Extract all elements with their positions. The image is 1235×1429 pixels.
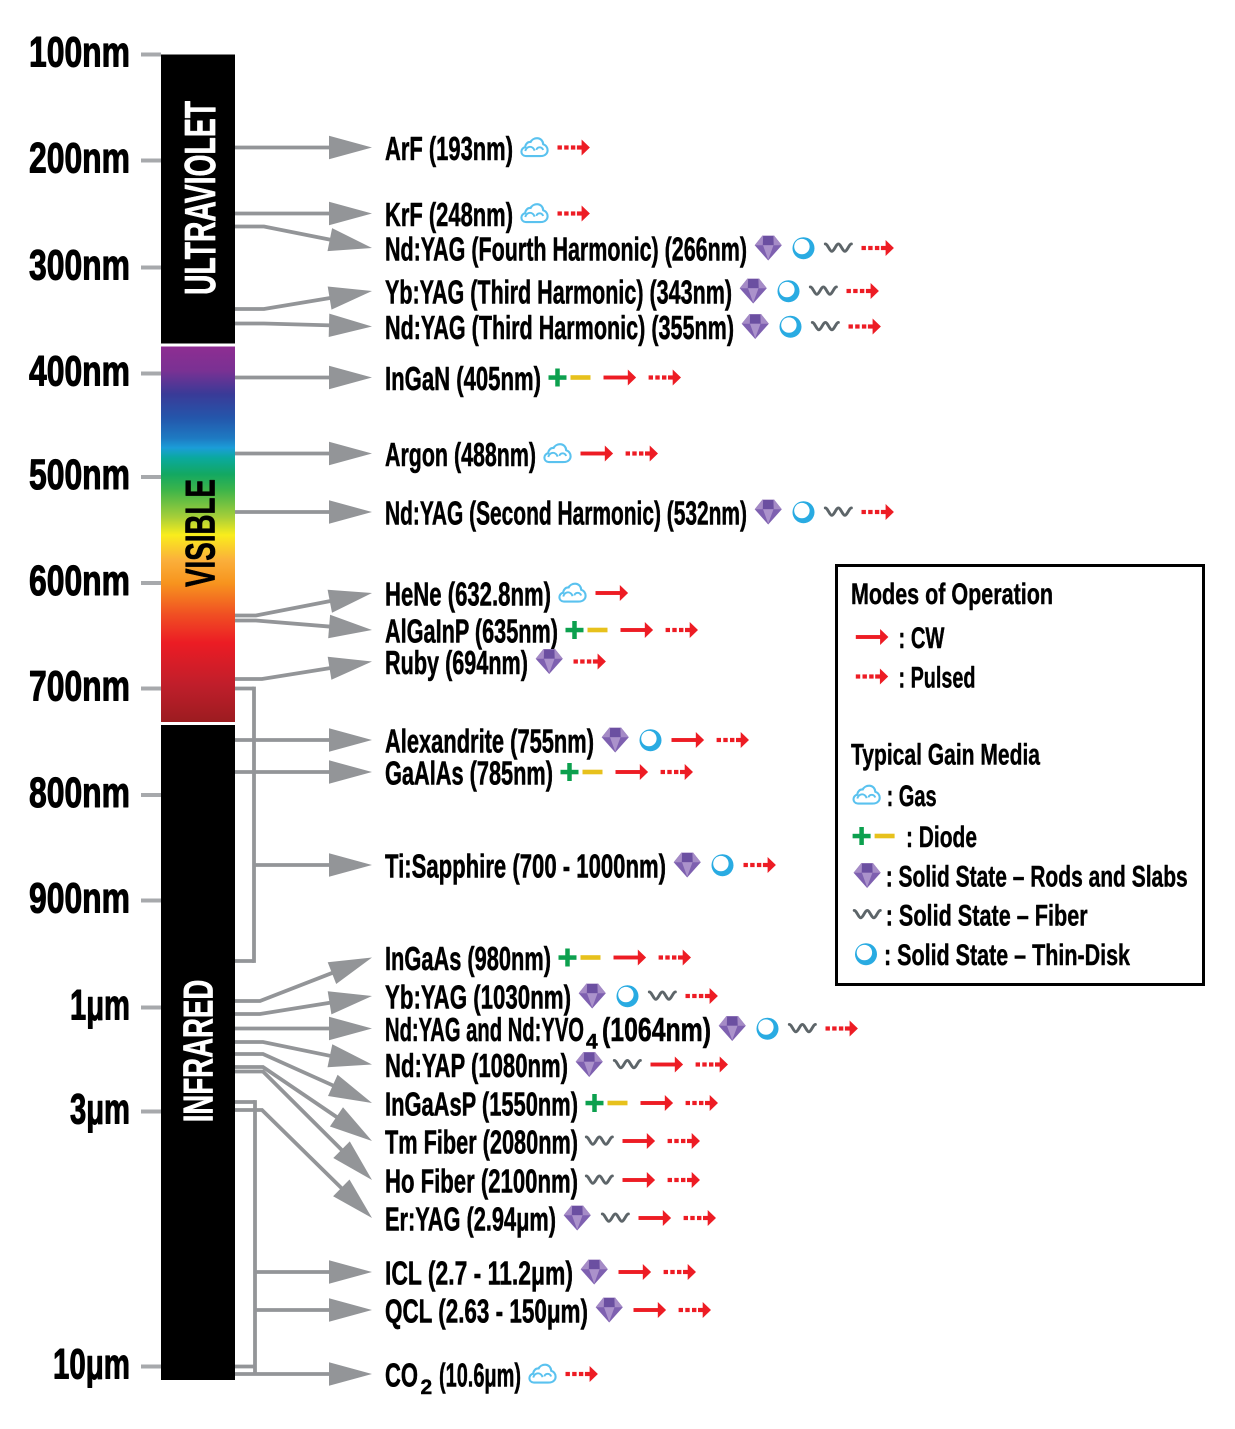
svg-text:VISIBLE: VISIBLE: [177, 479, 224, 587]
svg-text:InGaAsP (1550nm): InGaAsP (1550nm): [385, 1086, 578, 1123]
svg-text:100nm: 100nm: [29, 29, 130, 77]
svg-text:Nd:YAP (1080nm): Nd:YAP (1080nm): [385, 1047, 568, 1084]
svg-text:Argon (488nm): Argon (488nm): [385, 436, 536, 473]
svg-text:AlGaInP (635nm): AlGaInP (635nm): [385, 613, 558, 650]
svg-text:(10.6μm): (10.6μm): [439, 1357, 521, 1394]
svg-text:1μm: 1μm: [70, 982, 130, 1030]
svg-text:: Diode: : Diode: [906, 821, 977, 854]
svg-text:2: 2: [421, 1376, 433, 1399]
svg-text:InGaN (405nm): InGaN (405nm): [385, 360, 541, 397]
svg-text:800nm: 800nm: [29, 769, 130, 817]
svg-text:600nm: 600nm: [29, 557, 130, 605]
svg-text:Ho Fiber (2100nm): Ho Fiber (2100nm): [385, 1163, 578, 1200]
svg-text:400nm: 400nm: [29, 348, 130, 396]
svg-text:InGaAs (980nm): InGaAs (980nm): [385, 940, 551, 977]
svg-text:: Solid State – Rods and Slabs: : Solid State – Rods and Slabs: [886, 861, 1188, 894]
svg-text:(1064nm): (1064nm): [602, 1011, 711, 1048]
svg-text:: CW: : CW: [899, 622, 945, 655]
svg-text:4: 4: [586, 1031, 598, 1054]
svg-text:ArF (193nm): ArF (193nm): [385, 130, 513, 167]
svg-text:ICL (2.7 - 11.2μm): ICL (2.7 - 11.2μm): [385, 1255, 573, 1292]
svg-text:Tm Fiber (2080nm): Tm Fiber (2080nm): [385, 1124, 578, 1161]
svg-text:CO: CO: [385, 1357, 418, 1394]
svg-text:Yb:YAG (1030nm): Yb:YAG (1030nm): [385, 979, 571, 1016]
svg-text:Nd:YAG (Fourth Harmonic) (266n: Nd:YAG (Fourth Harmonic) (266nm): [385, 231, 747, 268]
svg-text:: Solid State – Thin-Disk: : Solid State – Thin-Disk: [884, 939, 1130, 972]
svg-text:GaAlAs (785nm): GaAlAs (785nm): [385, 755, 553, 792]
svg-text:KrF (248nm): KrF (248nm): [385, 196, 513, 233]
svg-text:200nm: 200nm: [29, 135, 130, 183]
svg-text:Nd:YAG (Second Harmonic) (532n: Nd:YAG (Second Harmonic) (532nm): [385, 495, 747, 532]
svg-text:HeNe (632.8nm): HeNe (632.8nm): [385, 576, 551, 613]
svg-text:Alexandrite (755nm): Alexandrite (755nm): [385, 723, 594, 760]
svg-text:700nm: 700nm: [29, 663, 130, 711]
svg-text:: Solid State – Fiber: : Solid State – Fiber: [886, 900, 1088, 933]
svg-text:Nd:YAG (Third Harmonic) (355nm: Nd:YAG (Third Harmonic) (355nm): [385, 309, 734, 346]
svg-text:900nm: 900nm: [29, 875, 130, 923]
svg-text:ULTRAVIOLET: ULTRAVIOLET: [176, 101, 225, 295]
svg-text:10μm: 10μm: [53, 1341, 130, 1389]
svg-text:Ti:Sapphire (700 - 1000nm): Ti:Sapphire (700 - 1000nm): [385, 848, 666, 885]
svg-text:300nm: 300nm: [29, 242, 130, 290]
svg-text:QCL (2.63 - 150μm): QCL (2.63 - 150μm): [385, 1293, 588, 1330]
svg-text:Yb:YAG (Third Harmonic) (343nm: Yb:YAG (Third Harmonic) (343nm): [385, 274, 732, 311]
svg-text:500nm: 500nm: [29, 451, 130, 499]
svg-text:INFRARED: INFRARED: [175, 980, 222, 1123]
svg-text:: Pulsed: : Pulsed: [899, 662, 976, 695]
svg-text:3μm: 3μm: [70, 1086, 130, 1134]
svg-text:: Gas: : Gas: [887, 780, 937, 813]
svg-text:Nd:YAG and Nd:YVO: Nd:YAG and Nd:YVO: [385, 1011, 584, 1048]
svg-text:Typical Gain Media: Typical Gain Media: [851, 739, 1040, 772]
svg-text:Ruby (694nm): Ruby (694nm): [385, 644, 528, 681]
svg-text:Er:YAG (2.94μm): Er:YAG (2.94μm): [385, 1201, 556, 1238]
svg-text:Modes of Operation: Modes of Operation: [851, 578, 1053, 611]
